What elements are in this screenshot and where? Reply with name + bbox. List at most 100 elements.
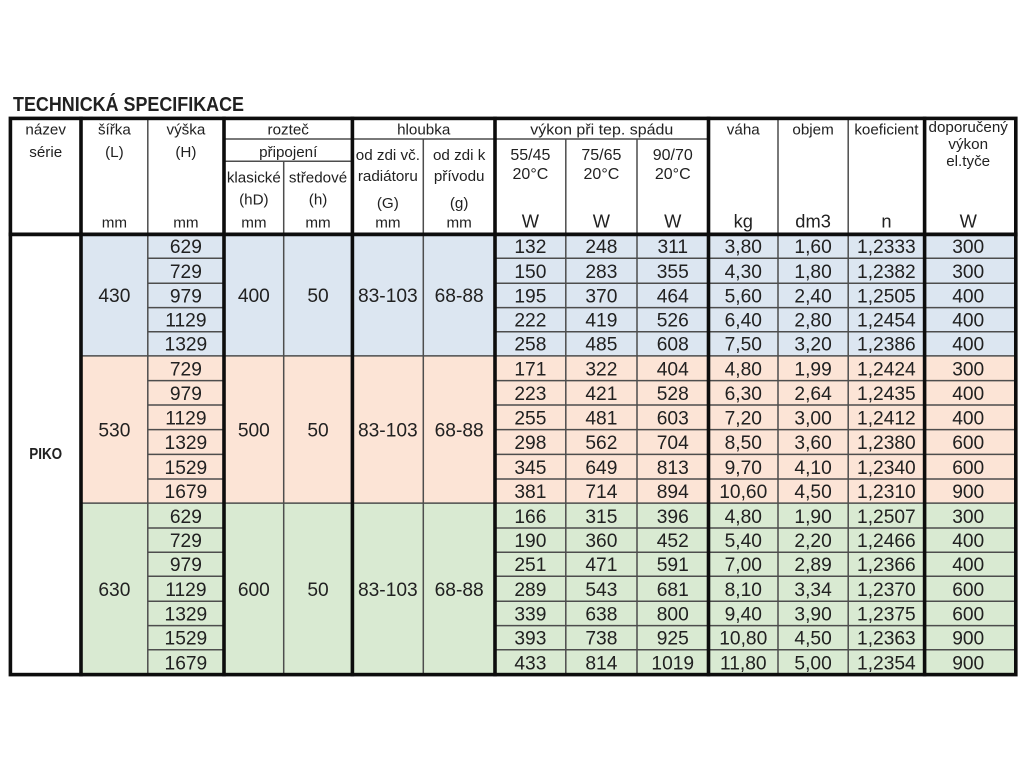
svg-text:5,00: 5,00 bbox=[794, 653, 831, 674]
svg-text:1,2366: 1,2366 bbox=[857, 555, 916, 576]
svg-text:1,2340: 1,2340 bbox=[857, 458, 916, 479]
svg-text:90/70: 90/70 bbox=[653, 147, 693, 164]
svg-text:objem: objem bbox=[792, 122, 833, 139]
svg-text:7,50: 7,50 bbox=[725, 335, 762, 356]
svg-text:400: 400 bbox=[952, 286, 984, 307]
svg-text:váha: váha bbox=[727, 122, 760, 139]
svg-text:979: 979 bbox=[170, 384, 202, 405]
svg-text:20°C: 20°C bbox=[655, 166, 691, 183]
svg-text:2,80: 2,80 bbox=[794, 311, 831, 332]
svg-text:(g): (g) bbox=[450, 195, 469, 212]
svg-text:1,2386: 1,2386 bbox=[857, 335, 916, 356]
svg-text:10,60: 10,60 bbox=[719, 482, 767, 503]
svg-text:koeficient: koeficient bbox=[854, 122, 919, 139]
svg-text:419: 419 bbox=[585, 311, 617, 332]
svg-text:mm: mm bbox=[375, 214, 400, 231]
svg-text:mm: mm bbox=[241, 214, 266, 231]
svg-text:W: W bbox=[522, 210, 540, 231]
svg-text:6,40: 6,40 bbox=[725, 311, 762, 332]
svg-text:1,2505: 1,2505 bbox=[857, 286, 916, 307]
svg-text:1,2370: 1,2370 bbox=[857, 580, 916, 601]
svg-text:471: 471 bbox=[585, 555, 617, 576]
svg-text:485: 485 bbox=[585, 335, 617, 356]
svg-text:430: 430 bbox=[98, 286, 130, 307]
svg-text:629: 629 bbox=[170, 237, 202, 258]
svg-text:PIKO: PIKO bbox=[29, 446, 62, 463]
svg-text:400: 400 bbox=[952, 408, 984, 429]
svg-text:729: 729 bbox=[170, 531, 202, 552]
svg-text:1,2310: 1,2310 bbox=[857, 482, 916, 503]
svg-text:3,80: 3,80 bbox=[725, 237, 762, 258]
svg-text:132: 132 bbox=[514, 237, 546, 258]
svg-text:528: 528 bbox=[657, 384, 689, 405]
svg-text:5,40: 5,40 bbox=[725, 531, 762, 552]
svg-text:800: 800 bbox=[657, 604, 689, 625]
svg-text:TECHNICKÁ SPECIFIKACE: TECHNICKÁ SPECIFIKACE bbox=[13, 93, 244, 116]
svg-text:1019: 1019 bbox=[651, 653, 694, 674]
svg-text:251: 251 bbox=[514, 555, 546, 576]
svg-text:2,64: 2,64 bbox=[794, 384, 832, 405]
svg-text:355: 355 bbox=[657, 262, 689, 283]
svg-text:radiátoru: radiátoru bbox=[358, 168, 418, 185]
svg-text:300: 300 bbox=[952, 262, 984, 283]
svg-text:381: 381 bbox=[514, 482, 546, 503]
svg-text:339: 339 bbox=[514, 604, 546, 625]
svg-text:814: 814 bbox=[585, 653, 617, 674]
svg-text:83-103: 83-103 bbox=[358, 420, 418, 441]
svg-text:421: 421 bbox=[585, 384, 617, 405]
svg-text:4,80: 4,80 bbox=[725, 359, 762, 380]
svg-text:od zdi vč.: od zdi vč. bbox=[356, 147, 420, 164]
svg-text:714: 714 bbox=[585, 482, 617, 503]
svg-text:894: 894 bbox=[657, 482, 689, 503]
svg-text:638: 638 bbox=[585, 604, 617, 625]
svg-text:50: 50 bbox=[307, 286, 328, 307]
svg-text:9,70: 9,70 bbox=[725, 458, 762, 479]
svg-text:311: 311 bbox=[657, 237, 688, 258]
svg-text:979: 979 bbox=[170, 555, 202, 576]
svg-text:1129: 1129 bbox=[165, 580, 206, 601]
svg-text:8,50: 8,50 bbox=[725, 433, 762, 454]
svg-text:el.tyče: el.tyče bbox=[946, 153, 990, 170]
svg-text:681: 681 bbox=[657, 580, 689, 601]
svg-text:68-88: 68-88 bbox=[435, 286, 484, 307]
svg-text:přívodu: přívodu bbox=[434, 168, 485, 185]
svg-text:W: W bbox=[664, 210, 682, 231]
svg-text:4,30: 4,30 bbox=[725, 262, 762, 283]
svg-text:šířka: šířka bbox=[98, 122, 131, 139]
svg-text:562: 562 bbox=[585, 433, 617, 454]
svg-text:3,60: 3,60 bbox=[794, 433, 831, 454]
svg-text:dm3: dm3 bbox=[795, 210, 831, 231]
svg-text:4,50: 4,50 bbox=[794, 629, 831, 650]
svg-text:1,2380: 1,2380 bbox=[857, 433, 916, 454]
svg-text:rozteč: rozteč bbox=[268, 122, 310, 139]
svg-text:připojení: připojení bbox=[259, 144, 318, 161]
svg-text:1,2333: 1,2333 bbox=[857, 237, 916, 258]
svg-text:738: 738 bbox=[585, 629, 617, 650]
svg-text:248: 248 bbox=[585, 237, 617, 258]
svg-text:W: W bbox=[960, 210, 978, 231]
svg-text:166: 166 bbox=[514, 507, 546, 528]
svg-text:1,90: 1,90 bbox=[794, 507, 831, 528]
svg-text:600: 600 bbox=[238, 580, 270, 601]
svg-text:345: 345 bbox=[514, 458, 546, 479]
svg-text:20°C: 20°C bbox=[513, 166, 549, 183]
svg-text:4,50: 4,50 bbox=[794, 482, 831, 503]
svg-text:1,2412: 1,2412 bbox=[857, 408, 916, 429]
svg-text:1329: 1329 bbox=[165, 604, 208, 625]
svg-text:68-88: 68-88 bbox=[435, 580, 484, 601]
svg-text:452: 452 bbox=[657, 531, 689, 552]
svg-text:10,80: 10,80 bbox=[719, 629, 767, 650]
svg-text:729: 729 bbox=[170, 262, 202, 283]
svg-text:400: 400 bbox=[952, 384, 984, 405]
svg-text:600: 600 bbox=[952, 604, 984, 625]
svg-text:3,90: 3,90 bbox=[794, 604, 831, 625]
svg-text:mm: mm bbox=[173, 214, 198, 231]
svg-text:289: 289 bbox=[514, 580, 546, 601]
svg-text:1,2507: 1,2507 bbox=[857, 507, 916, 528]
svg-text:n: n bbox=[881, 210, 891, 231]
svg-text:1,60: 1,60 bbox=[794, 237, 831, 258]
svg-text:190: 190 bbox=[514, 531, 546, 552]
svg-text:(H): (H) bbox=[175, 144, 196, 161]
svg-text:5,60: 5,60 bbox=[725, 286, 762, 307]
svg-text:223: 223 bbox=[514, 384, 546, 405]
